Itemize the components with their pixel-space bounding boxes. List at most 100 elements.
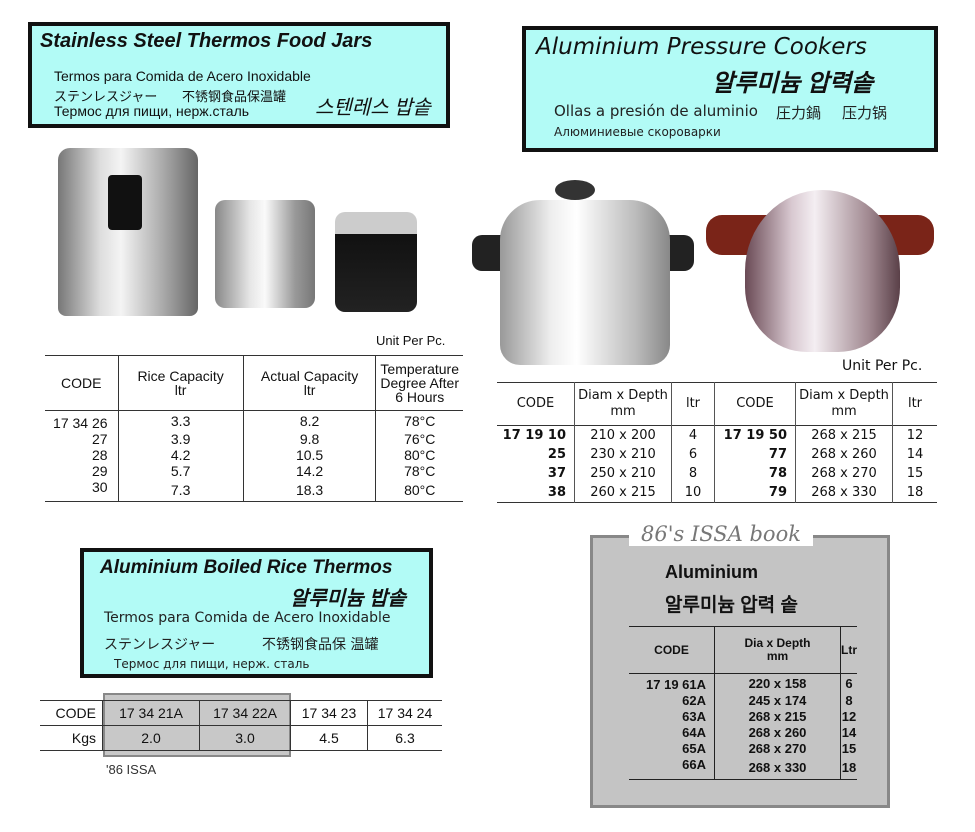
header-temperature: Temperature Degree After 6 Hours bbox=[375, 355, 463, 411]
code: 17 19 10 bbox=[502, 428, 566, 443]
rice-thermos-title-box: Aluminium Boiled Rice Thermos 알루미늄 밥솥 Te… bbox=[80, 548, 433, 678]
thermos-jar-medium-image bbox=[215, 200, 315, 308]
code: 78 bbox=[714, 464, 796, 483]
header-ltr: ltr bbox=[671, 382, 715, 426]
thermos-jars-title: Stainless Steel Thermos Food Jars bbox=[40, 30, 373, 52]
issa-book-title: Aluminium bbox=[665, 562, 758, 582]
ltr: 14 bbox=[892, 445, 937, 464]
pressure-cookers-korean: 알루미늄 압력솥 bbox=[712, 70, 874, 97]
table-row: 66A 268 x 330 18 bbox=[629, 757, 857, 780]
table-row: 17 19 10 210 x 200 4 17 19 50 268 x 215 12 bbox=[497, 425, 937, 445]
row-label-kgs: Kgs bbox=[71, 730, 96, 746]
dimensions: 245 x 174 bbox=[714, 693, 841, 709]
issa-book-banner: 86's ISSA book bbox=[629, 522, 813, 546]
pressure-cookers-unit-note: Unit Per Pc. bbox=[842, 358, 923, 374]
rice-thermos-title: Aluminium Boiled Rice Thermos bbox=[100, 557, 393, 578]
table-row: 27 3.9 9.8 76°C bbox=[45, 431, 463, 447]
header-code: CODE bbox=[516, 396, 555, 411]
header-actual-capacity: Actual Capacity ltr bbox=[242, 355, 376, 411]
dimensions: 210 x 200 bbox=[574, 425, 672, 445]
pressure-cookers-title: Aluminium Pressure Cookers bbox=[536, 34, 867, 60]
code: 17 34 21A bbox=[102, 700, 200, 726]
header-ltr-2: ltr bbox=[892, 382, 937, 426]
thermos-jars-chinese: 不锈钢食品保温罐 bbox=[182, 89, 287, 104]
code: 17 19 61A bbox=[646, 677, 707, 692]
dimensions: 268 x 330 bbox=[795, 483, 893, 503]
temperature: 80°C bbox=[375, 479, 463, 502]
ltr: 6 bbox=[840, 673, 857, 693]
table-row: 65A 268 x 270 15 bbox=[629, 741, 857, 757]
header-rice-capacity: Rice Capacity ltr bbox=[117, 355, 244, 411]
rice-capacity: 5.7 bbox=[117, 463, 244, 479]
code: 29 bbox=[91, 463, 108, 479]
pressure-cooker-aluminium-image bbox=[500, 200, 670, 365]
pressure-cookers-chinese: 压力锅 bbox=[842, 104, 888, 122]
table-row: 63A 268 x 215 12 bbox=[629, 709, 857, 725]
actual-capacity: 9.8 bbox=[242, 431, 376, 447]
pressure-cooker-belly-image bbox=[745, 190, 900, 352]
dimensions: 268 x 215 bbox=[795, 425, 893, 445]
thermos-jars-unit-note: Unit Per Pc. bbox=[376, 333, 446, 348]
header-dia-depth: Dia x Depth mm bbox=[714, 626, 841, 674]
code: 17 19 50 bbox=[714, 425, 796, 445]
pressure-cookers-spanish: Ollas a presión de aluminio bbox=[554, 102, 758, 120]
dimensions: 268 x 270 bbox=[714, 741, 841, 757]
thermos-jar-handle-image bbox=[108, 175, 142, 230]
table-row: 17 34 26 3.3 8.2 78°C bbox=[45, 410, 463, 431]
table-row: 38 260 x 215 10 79 268 x 330 18 bbox=[497, 483, 937, 503]
rice-capacity: 4.2 bbox=[117, 447, 244, 463]
row-label-code: CODE bbox=[55, 705, 96, 721]
header-diam-depth-2: Diam x Depth mm bbox=[795, 382, 893, 426]
code: 28 bbox=[91, 447, 108, 463]
code: 62A bbox=[682, 693, 707, 708]
code: 25 bbox=[547, 447, 566, 462]
rice-thermos-japanese: ステンレスジャー bbox=[104, 637, 216, 653]
thermos-jars-japanese: ステンレスジャー bbox=[54, 89, 158, 104]
table-row: 28 4.2 10.5 80°C bbox=[45, 447, 463, 463]
code: 64A bbox=[682, 725, 707, 740]
code: 66A bbox=[682, 757, 707, 772]
dimensions: 230 x 210 bbox=[574, 445, 672, 464]
code: 77 bbox=[714, 445, 796, 464]
header-code-2: CODE bbox=[714, 382, 796, 426]
header-code: CODE bbox=[654, 642, 689, 657]
rice-thermos-chinese: 不锈钢食品保 温罐 bbox=[262, 637, 379, 653]
code: 30 bbox=[91, 479, 108, 495]
pressure-cookers-russian: Алюминиевые скороварки bbox=[554, 125, 721, 139]
table-row: 62A 245 x 174 8 bbox=[629, 693, 857, 709]
actual-capacity: 18.3 bbox=[242, 479, 376, 502]
issa-note: '86 ISSA bbox=[106, 762, 157, 777]
ltr: 8 bbox=[671, 464, 715, 483]
rice-thermos-spanish: Termos para Comida de Acero Inoxidable bbox=[104, 610, 391, 626]
kgs: 4.5 bbox=[290, 725, 368, 751]
thermos-jars-title-box: Stainless Steel Thermos Food Jars Termos… bbox=[28, 22, 450, 128]
ltr: 10 bbox=[671, 483, 715, 503]
issa-book-table: CODE Dia x Depth mm Ltr 17 19 61A 220 x 1… bbox=[629, 626, 857, 780]
actual-capacity: 14.2 bbox=[242, 463, 376, 479]
temperature: 80°C bbox=[375, 447, 463, 463]
code: 27 bbox=[91, 431, 108, 447]
ltr: 4 bbox=[671, 425, 715, 445]
code: 17 34 26 bbox=[53, 415, 108, 431]
kgs: 2.0 bbox=[102, 725, 200, 751]
code: 17 34 24 bbox=[367, 700, 442, 726]
dimensions: 268 x 270 bbox=[795, 464, 893, 483]
dimensions: 268 x 260 bbox=[795, 445, 893, 464]
header-diam-depth: Diam x Depth mm bbox=[574, 382, 672, 426]
kgs: 6.3 bbox=[367, 725, 442, 751]
table-row: 37 250 x 210 8 78 268 x 270 15 bbox=[497, 464, 937, 483]
ltr: 15 bbox=[892, 464, 937, 483]
kgs: 3.0 bbox=[199, 725, 291, 751]
code: 63A bbox=[682, 709, 707, 724]
ltr: 6 bbox=[671, 445, 715, 464]
code: 37 bbox=[547, 466, 566, 481]
dimensions: 260 x 215 bbox=[574, 483, 672, 503]
rice-capacity: 3.3 bbox=[117, 410, 244, 431]
header-ltr: Ltr bbox=[840, 626, 857, 674]
thermos-jars-russian: Термос для пищи, нерж.сталь bbox=[54, 103, 250, 119]
dimensions: 268 x 330 bbox=[714, 757, 841, 780]
table-row: 30 7.3 18.3 80°C bbox=[45, 479, 463, 502]
thermos-jars-table: CODE Rice Capacity ltr Actual Capacity l… bbox=[45, 355, 463, 502]
code: 17 34 23 bbox=[290, 700, 368, 726]
header-code: CODE bbox=[61, 375, 102, 391]
